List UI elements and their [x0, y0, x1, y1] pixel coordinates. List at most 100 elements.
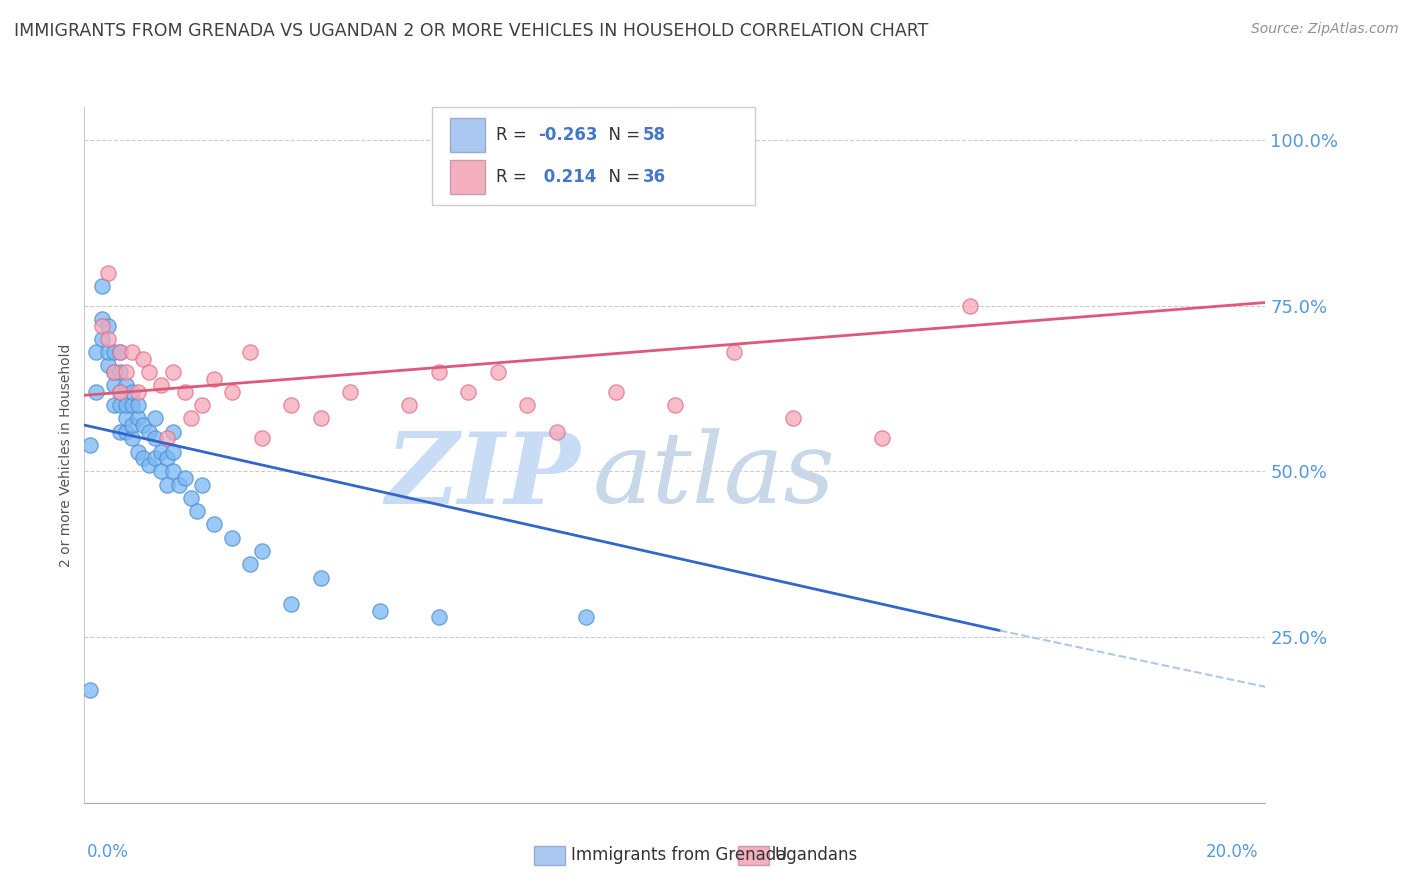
Text: ZIP: ZIP [385, 427, 581, 524]
Text: 36: 36 [643, 168, 665, 186]
Point [79, 683, 101, 698]
Text: Ugandans: Ugandans [775, 847, 858, 864]
Point [162, 465, 184, 479]
Point [427, 365, 450, 379]
Point [664, 398, 686, 412]
Text: atlas: atlas [592, 428, 835, 524]
Point [103, 345, 125, 359]
Point [143, 411, 166, 425]
Point [108, 345, 131, 359]
Point [84, 345, 107, 359]
Point [108, 425, 131, 439]
Point [132, 451, 155, 466]
Point [121, 431, 143, 445]
Point [191, 398, 214, 412]
Point [103, 365, 125, 379]
Point [114, 365, 136, 379]
Point [250, 431, 273, 445]
Point [173, 471, 195, 485]
Text: 58: 58 [643, 126, 665, 144]
Point [114, 425, 136, 439]
Point [138, 365, 160, 379]
Text: 0.0%: 0.0% [87, 843, 129, 861]
Point [191, 477, 214, 491]
Point [427, 610, 450, 624]
Point [108, 345, 131, 359]
Text: 20.0%: 20.0% [1206, 843, 1258, 861]
Point [97, 318, 120, 333]
Point [162, 365, 184, 379]
Point [91, 332, 114, 346]
Text: Immigrants from Grenada: Immigrants from Grenada [571, 847, 786, 864]
Point [103, 398, 125, 412]
Text: -0.263: -0.263 [538, 126, 598, 144]
Point [162, 444, 184, 458]
Point [84, 384, 107, 399]
Point [121, 418, 143, 433]
Point [138, 458, 160, 472]
Point [91, 312, 114, 326]
Point [457, 384, 479, 399]
Text: R =: R = [496, 168, 533, 186]
Point [180, 411, 202, 425]
Point [127, 398, 149, 412]
Point [91, 318, 114, 333]
Point [156, 451, 179, 466]
Point [250, 544, 273, 558]
Point [108, 365, 131, 379]
Point [121, 398, 143, 412]
Point [202, 372, 225, 386]
Point [575, 610, 598, 624]
Point [103, 378, 125, 392]
Point [156, 477, 179, 491]
Point [103, 365, 125, 379]
Point [108, 398, 131, 412]
Point [339, 384, 361, 399]
Text: N =: N = [598, 168, 645, 186]
Point [127, 384, 149, 399]
Point [132, 351, 155, 366]
Point [132, 418, 155, 433]
Point [97, 266, 120, 280]
Point [121, 384, 143, 399]
Text: N =: N = [598, 126, 645, 144]
Y-axis label: 2 or more Vehicles in Household: 2 or more Vehicles in Household [59, 343, 73, 566]
Point [97, 345, 120, 359]
Point [173, 384, 195, 399]
Text: IMMIGRANTS FROM GRENADA VS UGANDAN 2 OR MORE VEHICLES IN HOUSEHOLD CORRELATION C: IMMIGRANTS FROM GRENADA VS UGANDAN 2 OR … [14, 22, 928, 40]
Point [97, 332, 120, 346]
Point [150, 465, 173, 479]
Point [108, 384, 131, 399]
Point [398, 398, 420, 412]
Point [150, 444, 173, 458]
Point [782, 411, 804, 425]
Point [486, 365, 509, 379]
Text: Source: ZipAtlas.com: Source: ZipAtlas.com [1251, 22, 1399, 37]
Point [180, 491, 202, 505]
Point [221, 531, 243, 545]
Point [239, 345, 262, 359]
Point [121, 345, 143, 359]
Point [516, 398, 538, 412]
Point [309, 411, 332, 425]
Point [280, 597, 302, 611]
Point [239, 558, 262, 572]
Point [605, 384, 627, 399]
Text: R =: R = [496, 126, 533, 144]
Point [91, 279, 114, 293]
Point [546, 425, 568, 439]
Point [138, 425, 160, 439]
Point [870, 431, 893, 445]
Point [108, 384, 131, 399]
Text: 0.214: 0.214 [538, 168, 598, 186]
Point [143, 451, 166, 466]
Point [127, 444, 149, 458]
Point [280, 398, 302, 412]
Point [167, 477, 190, 491]
Point [309, 570, 332, 584]
Point [162, 425, 184, 439]
Point [114, 378, 136, 392]
Point [79, 438, 101, 452]
Point [114, 398, 136, 412]
Point [143, 431, 166, 445]
